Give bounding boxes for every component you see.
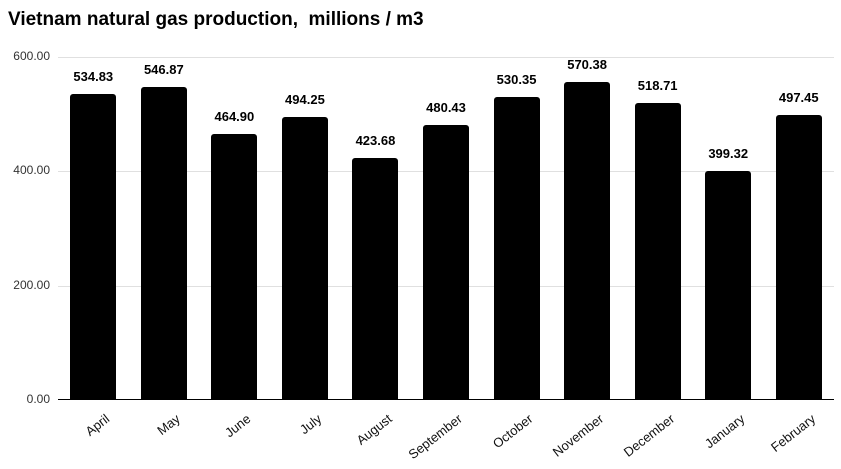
bar-value-label: 497.45 (778, 90, 819, 106)
bar (211, 134, 258, 399)
bar-value-label: 518.71 (637, 78, 678, 94)
bar-slot: 464.90 June (199, 57, 270, 440)
bar (70, 94, 117, 399)
bar (775, 115, 822, 399)
y-tick-label: 600.00 (13, 49, 50, 63)
x-axis-label: July (296, 411, 325, 438)
bar-slot: 518.71 December (620, 57, 693, 460)
bar-slot: 423.68 August (340, 57, 411, 448)
bar (493, 96, 540, 399)
x-axis-label: April (82, 411, 113, 439)
bar (140, 87, 187, 399)
bar-value-label: 423.68 (355, 132, 396, 148)
x-axis-label: June (222, 411, 254, 441)
bar-value-label: 570.38 (567, 57, 607, 72)
bar-slot: 399.32 January (693, 57, 764, 451)
bar (352, 157, 399, 399)
x-axis-label: August (353, 411, 395, 448)
y-tick-label: 0.00 (26, 392, 50, 406)
bar-value-label: 530.35 (496, 71, 537, 87)
plot-area: 534.83 April 546.87 May 464.90 June 494.25 July… (58, 57, 834, 462)
bars-row: 534.83 April 546.87 May 464.90 June 494.25 July… (58, 57, 834, 462)
chart-title: Vietnam natural gas production, millions… (8, 9, 424, 30)
x-axis-label: November (549, 411, 607, 460)
y-tick-label: 200.00 (13, 277, 50, 292)
bar (564, 82, 611, 399)
bar-value-label: 399.32 (708, 146, 749, 162)
x-axis-label: February (767, 411, 818, 455)
bar-slot: 480.43 September (406, 57, 482, 462)
x-axis-label: September (405, 411, 466, 462)
bar-value-label: 494.25 (285, 92, 325, 108)
bar (634, 103, 681, 399)
gridline (58, 57, 834, 58)
x-axis-label: January (701, 411, 748, 452)
bar-value-label: 464.90 (214, 109, 255, 125)
bar-slot: 530.35 October (481, 57, 552, 451)
bar-slot: 534.83 April (58, 57, 129, 439)
bar-value-label: 534.83 (73, 69, 114, 85)
x-axis-label: October (490, 411, 536, 452)
bar-slot: 546.87 May (129, 57, 200, 438)
bar (705, 171, 752, 399)
bar-value-label: 546.87 (143, 62, 184, 78)
y-tick-label: 400.00 (13, 163, 50, 178)
bar-value-label: 480.43 (426, 100, 466, 116)
bar (423, 125, 469, 399)
bar (281, 117, 328, 399)
x-axis-label: May (154, 411, 184, 438)
x-axis-label: December (620, 411, 677, 460)
bar-slot: 497.45 February (763, 57, 834, 455)
bar-slot: 494.25 July (270, 57, 341, 437)
bar-slot: 570.38 November (550, 57, 623, 460)
